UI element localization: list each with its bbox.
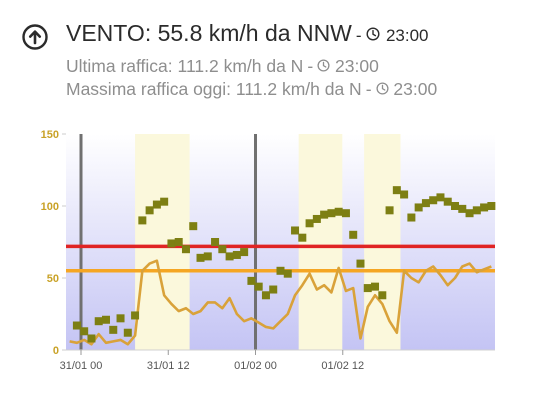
y-tick-label-0: 0: [53, 345, 59, 357]
gust-marker: [458, 204, 467, 213]
gust-marker: [109, 325, 118, 334]
clock-icon: [375, 82, 389, 95]
clock-icon: [317, 59, 330, 72]
gust-marker: [465, 209, 474, 218]
gust-marker: [487, 202, 496, 210]
gust-marker: [152, 200, 161, 209]
gust-marker: [94, 317, 103, 326]
gust-marker: [480, 203, 489, 212]
max-gust-separator: -: [365, 79, 372, 99]
day-band-2: [364, 134, 401, 350]
gust-marker: [283, 269, 292, 278]
gust-marker: [327, 209, 336, 218]
gust-marker: [145, 206, 154, 215]
title-time: 23:00: [385, 26, 429, 45]
gust-marker: [123, 328, 132, 337]
gust-marker: [443, 197, 452, 206]
gust-marker: [181, 245, 190, 254]
gust-marker: [385, 206, 394, 215]
gust-marker: [363, 284, 372, 293]
gust-marker: [247, 276, 256, 285]
max-gust-line: Massima raffica oggi: 111.2 km/h da N- 2…: [66, 79, 437, 100]
gust-marker: [160, 197, 169, 206]
gust-marker: [298, 233, 307, 242]
x-tick-label-0: 31/01 00: [60, 360, 103, 372]
last-gust-text: Ultima raffica: 111.2 km/h da N: [66, 56, 304, 76]
wind-header: VENTO: 55.8 km/h da NNW - 23:00 Ultima ra…: [0, 0, 536, 110]
gust-marker: [203, 252, 212, 261]
gust-marker: [407, 213, 416, 222]
gust-marker: [72, 321, 81, 330]
gust-marker: [320, 210, 329, 219]
wind-speed-line: [69, 259, 492, 346]
gust-marker: [421, 199, 430, 208]
y-tick-label-1: 50: [47, 273, 59, 285]
plot-background: [66, 134, 495, 350]
gust-marker: [334, 207, 343, 216]
gust-marker: [305, 219, 314, 228]
gust-marker: [400, 190, 409, 199]
wind-chart: 0 50 100 150 31/01 00 31/01 12 01/02 00 01/02 1…: [41, 129, 496, 372]
day-band-1: [298, 134, 343, 350]
gust-marker: [254, 282, 263, 291]
gust-marker: [174, 238, 183, 246]
gust-marker: [392, 186, 401, 195]
gust-marker: [269, 285, 278, 294]
gust-marker: [138, 216, 147, 225]
gust-marker: [116, 314, 125, 323]
arrow-up-circle-icon: [22, 24, 48, 50]
gust-marker: [429, 196, 438, 205]
gust-marker: [80, 327, 89, 336]
x-tick-label-1: 31/01 12: [147, 360, 190, 372]
wind-title: VENTO: 55.8 km/h da NNW - 23:00: [66, 20, 429, 47]
gust-marker: [87, 334, 96, 343]
x-tick-label-3: 01/02 12: [321, 360, 364, 372]
gust-marker: [349, 230, 358, 239]
clock-icon: [366, 27, 380, 41]
gust-marker: [276, 266, 285, 275]
gust-marker: [167, 239, 176, 248]
gust-marker: [414, 203, 423, 212]
max-gust-time: 23:00: [393, 79, 438, 99]
last-gust-time: 23:00: [335, 56, 379, 76]
y-tick-label-3: 150: [41, 129, 59, 141]
gust-marker: [240, 248, 249, 257]
gust-separator: -: [307, 56, 314, 76]
gust-marker: [101, 315, 110, 324]
gust-marker: [436, 193, 445, 202]
gust-marker: [232, 250, 241, 259]
gust-marker: [225, 252, 234, 261]
gust-marker: [341, 209, 350, 218]
gust-marker: [131, 311, 140, 320]
gust-marker: [291, 226, 300, 235]
max-gust-text: Massima raffica oggi: 111.2 km/h da N: [66, 79, 362, 99]
gust-marker: [472, 206, 481, 215]
gust-marker: [312, 214, 321, 223]
gust-marker: [371, 282, 380, 291]
gust-marker: [196, 253, 205, 262]
gust-marker: [378, 291, 387, 300]
title-separator: -: [355, 26, 362, 45]
gust-marker: [189, 222, 198, 231]
wind-title-text: VENTO: 55.8 km/h da NNW: [66, 20, 352, 46]
y-tick-label-2: 100: [41, 201, 59, 213]
last-gust-line: Ultima raffica: 111.2 km/h da N- 23:00: [66, 56, 379, 77]
gust-marker: [211, 238, 220, 246]
gust-marker: [451, 202, 460, 210]
x-tick-label-2: 01/02 00: [234, 360, 277, 372]
gust-marker: [356, 259, 365, 268]
gust-marker: [261, 291, 270, 300]
gust-marker: [218, 245, 227, 254]
